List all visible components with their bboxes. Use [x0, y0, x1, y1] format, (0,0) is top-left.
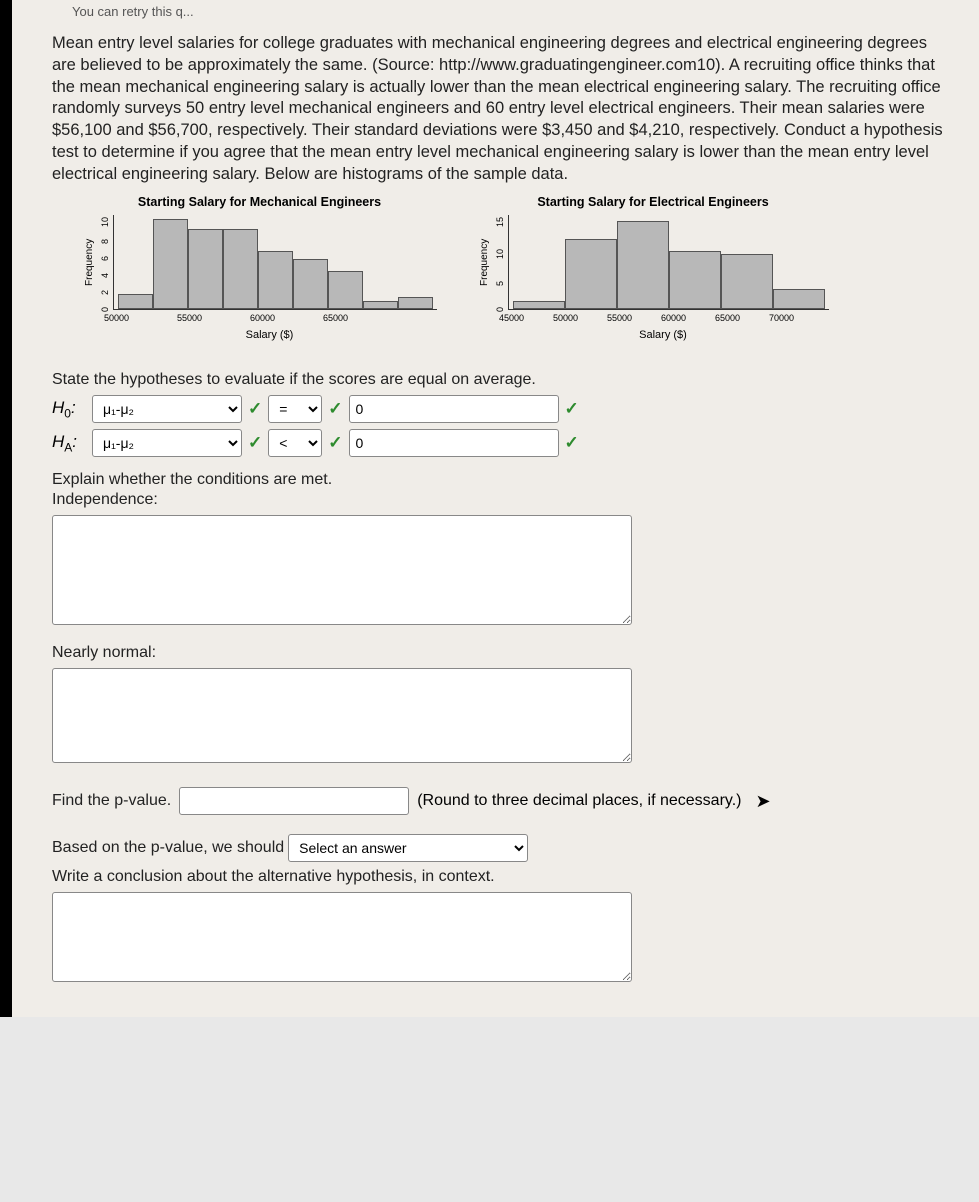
histogram-bar: [721, 254, 773, 309]
histogram-bar: [293, 259, 328, 309]
check-icon: ✓: [326, 433, 344, 453]
check-icon: ✓: [246, 433, 264, 453]
elec-plot: [508, 215, 829, 310]
ha-label: HA:: [52, 432, 88, 454]
ha-row: HA: μ₁-μ₂ ✓ < ✓ ✓: [52, 429, 949, 457]
nearly-normal-textarea[interactable]: [52, 668, 632, 763]
mech-chart: Starting Salary for Mechanical Engineers…: [82, 195, 437, 341]
check-icon: ✓: [246, 399, 264, 419]
histogram-bar: [773, 289, 825, 309]
ha-value-input[interactable]: [349, 429, 559, 457]
h0-label: H0:: [52, 398, 88, 420]
decision-select[interactable]: Select an answer: [288, 834, 528, 862]
mech-y-ticks: 1086420: [97, 215, 113, 310]
histogram-bar: [328, 271, 363, 309]
pvalue-input[interactable]: [179, 787, 409, 815]
mech-plot: [113, 215, 437, 310]
histogram-bar: [617, 221, 669, 309]
nearly-normal-label: Nearly normal:: [52, 644, 949, 662]
mech-chart-title: Starting Salary for Mechanical Engineers: [82, 195, 437, 209]
mech-y-label: Frequency: [82, 215, 97, 310]
hypotheses-prompt: State the hypotheses to evaluate if the …: [52, 371, 949, 389]
based-on-text: Based on the p-value, we should: [52, 839, 284, 857]
histogram-bar: [398, 297, 433, 309]
round-note: (Round to three decimal places, if neces…: [417, 792, 741, 810]
h0-param-select[interactable]: μ₁-μ₂: [92, 395, 242, 423]
conclusion-prompt: Write a conclusion about the alternative…: [52, 868, 949, 886]
elec-x-label: Salary ($): [477, 329, 829, 341]
histogram-bar: [363, 301, 398, 309]
h0-value-input[interactable]: [349, 395, 559, 423]
cursor-icon: ➤: [755, 791, 770, 812]
conditions-prompt: Explain whether the conditions are met.: [52, 471, 949, 489]
histogram-bar: [118, 294, 153, 309]
charts-row: Starting Salary for Mechanical Engineers…: [82, 195, 949, 341]
decision-row: Based on the p-value, we should Select a…: [52, 834, 949, 862]
histogram-bar: [153, 219, 188, 309]
elec-x-ticks: 450005000055000600006500070000: [477, 313, 829, 323]
elec-chart-title: Starting Salary for Electrical Engineers: [477, 195, 829, 209]
elec-chart: Starting Salary for Electrical Engineers…: [477, 195, 829, 341]
retry-crumb: You can retry this q...: [52, 0, 949, 33]
check-icon: ✓: [326, 399, 344, 419]
ha-param-select[interactable]: μ₁-μ₂: [92, 429, 242, 457]
mech-x-label: Salary ($): [82, 329, 437, 341]
check-icon: ✓: [563, 399, 581, 419]
histogram-bar: [223, 229, 258, 309]
mech-x-ticks: 50000550006000065000: [82, 313, 437, 323]
problem-statement: Mean entry level salaries for college gr…: [52, 33, 949, 185]
pvalue-label: Find the p-value.: [52, 792, 171, 810]
elec-y-label: Frequency: [477, 215, 492, 310]
conclusion-textarea[interactable]: [52, 892, 632, 982]
elec-y-ticks: 151050: [492, 215, 508, 310]
histogram-bar: [513, 301, 565, 309]
histogram-bar: [565, 239, 617, 309]
h0-row: H0: μ₁-μ₂ ✓ = ✓ ✓: [52, 395, 949, 423]
histogram-bar: [669, 251, 721, 309]
independence-textarea[interactable]: [52, 515, 632, 625]
histogram-bar: [188, 229, 223, 309]
ha-operator-select[interactable]: <: [268, 429, 322, 457]
check-icon: ✓: [563, 433, 581, 453]
independence-label: Independence:: [52, 491, 949, 509]
h0-operator-select[interactable]: =: [268, 395, 322, 423]
histogram-bar: [258, 251, 293, 309]
